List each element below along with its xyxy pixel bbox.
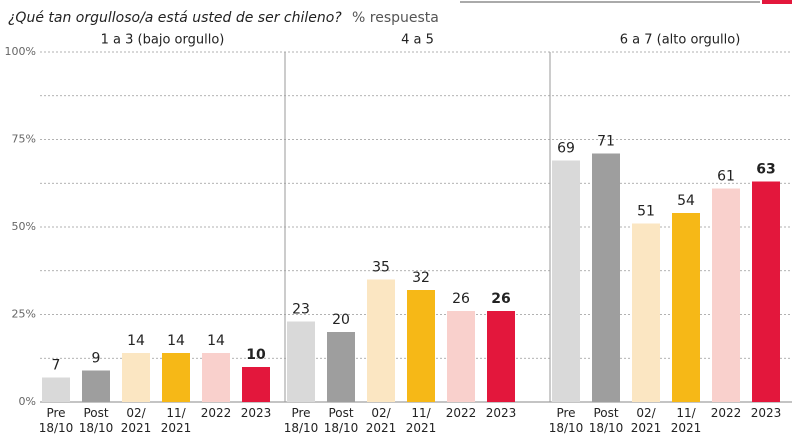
value-label: 54: [677, 193, 695, 209]
bar: [242, 367, 270, 402]
bar: [162, 353, 190, 402]
chart-title: ¿Qué tan orgulloso/a está usted de ser c…: [8, 10, 342, 26]
top-accent: [762, 0, 792, 4]
bar: [592, 153, 620, 402]
bar: [42, 377, 70, 402]
bar: [712, 188, 740, 402]
panel-title: 4 a 5: [401, 33, 434, 48]
value-label: 63: [756, 162, 775, 178]
x-tick-label: Pre 18/10: [284, 406, 319, 434]
x-tick-label: 02/2021: [366, 406, 397, 434]
value-label: 10: [246, 347, 266, 363]
value-label: 71: [597, 134, 615, 150]
y-tick-label: 25%: [12, 308, 36, 321]
value-label: 51: [637, 204, 655, 220]
value-label: 14: [207, 333, 225, 349]
y-tick-label: 50%: [12, 220, 36, 233]
x-tick-label: 02/2021: [121, 406, 152, 434]
value-label: 20: [332, 312, 350, 328]
x-tick-label: 2022: [201, 406, 232, 420]
x-tick-label: 2023: [241, 406, 272, 420]
x-tick-label: Post 18/10: [79, 406, 114, 434]
bar: [367, 279, 395, 402]
bar: [552, 160, 580, 402]
bar: [672, 213, 700, 402]
x-tick-label: 11/2021: [161, 406, 192, 434]
bar: [632, 223, 660, 402]
value-label: 9: [92, 351, 101, 367]
value-label: 7: [52, 358, 61, 374]
value-label: 14: [167, 333, 185, 349]
bar: [202, 353, 230, 402]
x-tick-label: Post 18/10: [589, 406, 624, 434]
chart-subtitle: % respuesta: [352, 10, 439, 26]
bar: [487, 311, 515, 402]
y-tick-label: 0%: [19, 395, 36, 408]
value-label: 32: [412, 270, 430, 286]
x-tick-label: 2022: [446, 406, 477, 420]
bar: [82, 370, 110, 402]
bar: [407, 290, 435, 402]
x-tick-label: Pre 18/10: [39, 406, 74, 434]
value-label: 35: [372, 260, 390, 276]
x-tick-label: 11/2021: [671, 406, 702, 434]
bar: [287, 321, 315, 402]
panel-title: 1 a 3 (bajo orgullo): [101, 33, 225, 48]
value-label: 26: [491, 291, 510, 307]
bar: [122, 353, 150, 402]
panel-title: 6 a 7 (alto orgullo): [620, 33, 741, 48]
bar: [447, 311, 475, 402]
y-tick-label: 100%: [5, 45, 36, 58]
x-tick-label: Pre 18/10: [549, 406, 584, 434]
x-tick-label: 11/2021: [406, 406, 437, 434]
value-label: 61: [717, 169, 735, 185]
value-label: 23: [292, 302, 310, 318]
bar: [752, 181, 780, 402]
y-tick-label: 75%: [12, 133, 36, 146]
x-tick-label: 2023: [486, 406, 517, 420]
value-label: 14: [127, 333, 145, 349]
x-tick-label: Post 18/10: [324, 406, 359, 434]
x-tick-label: 02/2021: [631, 406, 662, 434]
value-label: 69: [557, 141, 575, 157]
value-label: 26: [452, 291, 470, 307]
bar: [327, 332, 355, 402]
x-tick-label: 2022: [711, 406, 742, 420]
x-tick-label: 2023: [751, 406, 782, 420]
